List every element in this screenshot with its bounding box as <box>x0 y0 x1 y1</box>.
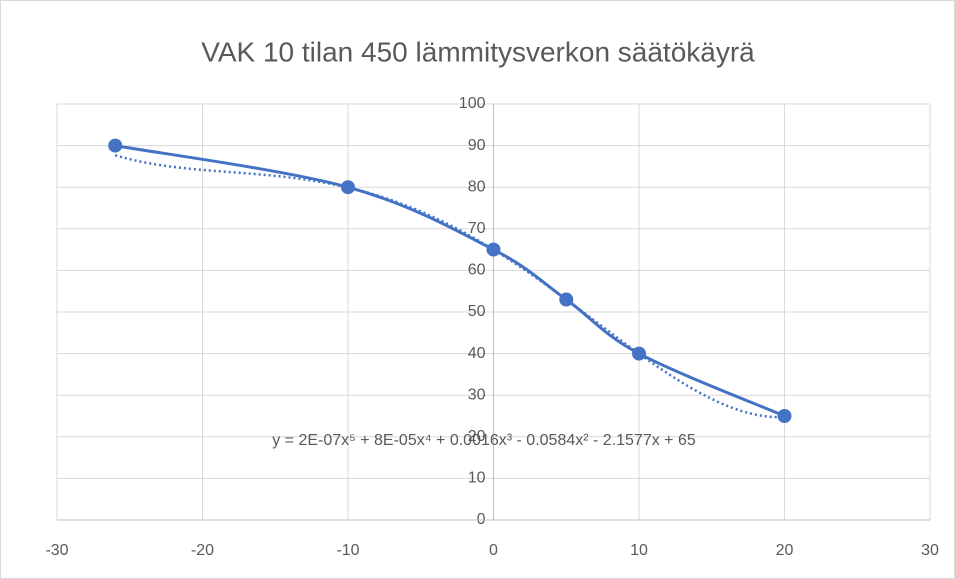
y-tick-label: 60 <box>468 262 486 279</box>
y-tick-label: 40 <box>468 345 486 362</box>
x-tick-label: 30 <box>921 542 939 559</box>
chart-title: VAK 10 tilan 450 lämmitysverkon säätökäy… <box>201 36 755 67</box>
series-line <box>114 144 786 418</box>
y-tick-label: 70 <box>468 220 486 237</box>
point <box>486 242 501 257</box>
y-tick-label: 90 <box>468 137 486 154</box>
trendline-label: y = 2E-07x⁵ + 8E-05x⁴ + 0.0016x³ - 0.058… <box>272 432 696 449</box>
y-tick-label: 100 <box>459 95 486 112</box>
point <box>108 138 123 153</box>
x-tick-label: 10 <box>630 542 648 559</box>
x-tick-label: 0 <box>489 542 498 559</box>
point <box>341 180 355 195</box>
point <box>632 346 646 361</box>
x-tick-label: 20 <box>776 542 794 559</box>
y-tick-label: 80 <box>468 178 486 195</box>
x-tick-label: -10 <box>336 542 359 559</box>
x-tick-label: -30 <box>45 542 68 559</box>
x-tick-label: -20 <box>191 542 214 559</box>
point <box>777 409 792 423</box>
y-tick-label: 10 <box>468 470 486 487</box>
y-tick-label: 30 <box>468 386 486 403</box>
y-tick-label: 20 <box>468 428 486 445</box>
point <box>559 292 574 307</box>
y-tick-label: 50 <box>468 303 486 320</box>
